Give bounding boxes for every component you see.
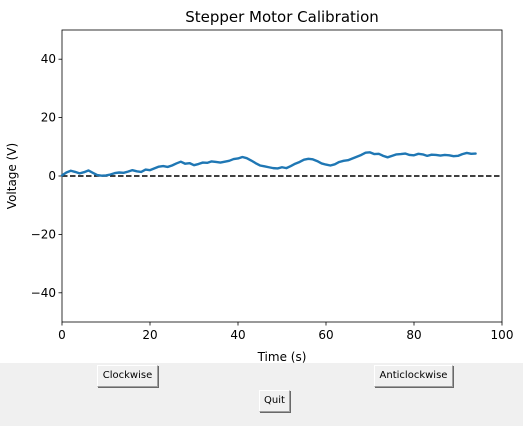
axes: 0 20 40 60 80 100 −40 −20 0 20 40 — [31, 29, 514, 342]
figure-canvas: Stepper Motor Calibration 0 20 40 60 80 100 −4… — [5, 8, 514, 363]
voltage-series-line — [60, 151, 477, 177]
quit-button[interactable]: Quit — [259, 390, 290, 412]
y-axis-label: Voltage (V) — [5, 143, 19, 209]
y-tick-label: −40 — [31, 286, 56, 300]
y-tick-label: 40 — [41, 52, 56, 66]
control-bar: Clockwise Anticlockwise Quit — [0, 363, 523, 426]
line-chart: Stepper Motor Calibration 0 20 40 60 80 100 −4… — [5, 8, 514, 363]
x-tick-label: 100 — [491, 328, 514, 342]
x-tick-label: 80 — [406, 328, 421, 342]
x-axis-label: Time (s) — [257, 350, 307, 363]
series-group — [60, 151, 477, 177]
clockwise-button[interactable]: Clockwise — [97, 365, 158, 387]
anticlockwise-button[interactable]: Anticlockwise — [374, 365, 453, 387]
x-tick-label: 20 — [142, 328, 157, 342]
y-tick-label: 0 — [48, 169, 56, 183]
x-tick-label: 0 — [58, 328, 66, 342]
x-tick-label: 60 — [318, 328, 333, 342]
x-tick-label: 40 — [230, 328, 245, 342]
y-tick-label: 20 — [41, 111, 56, 125]
y-tick-label: −20 — [31, 227, 56, 241]
chart-title: Stepper Motor Calibration — [185, 8, 379, 26]
